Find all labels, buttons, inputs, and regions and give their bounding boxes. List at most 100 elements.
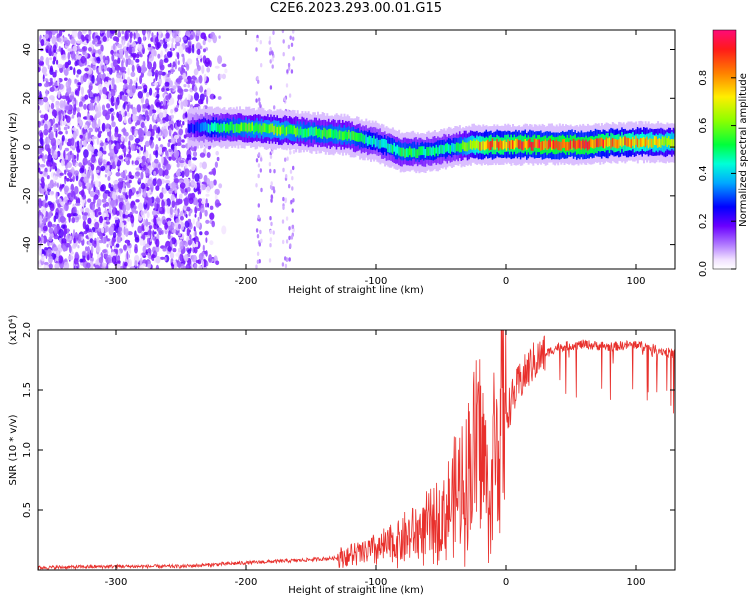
noise-speck [135,58,140,63]
noise-speck [140,171,144,180]
ridge-cell [304,128,307,138]
noise-speck [198,252,204,261]
noise-speck [99,60,103,67]
noise-speck [87,232,94,238]
ridge-cell [293,125,296,135]
noise-speck [99,233,104,240]
ridge-cell [530,141,533,151]
noise-speck [47,214,50,220]
noise-speck [84,52,88,59]
noise-speck [181,144,186,149]
noise-speck [157,126,161,134]
noise-speck [158,112,164,119]
noise-speck [169,80,173,88]
ridge-cell [501,141,504,150]
ridge-cell [223,122,226,131]
noise-speck [192,151,198,158]
noise-speck [109,107,115,112]
ridge-cell [504,139,507,149]
noise-speck [143,231,149,236]
ridge-cell [343,131,346,140]
noise-speck [93,218,97,223]
noise-speck [72,158,76,166]
noise-speck [38,99,44,106]
noise-speck [103,221,107,229]
ridge-cell [463,142,466,151]
noise-speck [58,228,64,238]
noise-speck [134,260,138,267]
noise-speck [212,34,217,44]
ridge-cell [619,136,622,146]
noise-speck [190,179,195,186]
ridge-cell [246,124,249,133]
noise-speck [188,197,194,205]
noise-speck [214,65,220,69]
noise-speck [154,50,157,57]
ridge-cell [234,124,237,133]
noise-speck [48,255,53,264]
noise-speck [108,92,111,102]
noise-speck [181,139,185,143]
noise-speck [146,93,150,98]
noise-speck [281,262,285,267]
noise-speck [67,138,73,142]
noise-speck [201,161,207,170]
noise-speck [141,263,146,267]
ridge-cell [602,139,605,149]
noise-speck [63,150,66,159]
noise-speck [106,165,110,171]
spectrogram-y-axis-label: Frequency (Hz) [8,112,19,188]
noise-speck [205,198,208,205]
ridge-cell [554,140,557,150]
noise-speck [39,174,42,180]
noise-speck [112,115,115,121]
spectrogram-y-ticks: -40 -20 0 20 40 [22,43,675,253]
noise-speck [113,180,119,185]
noise-speck [140,64,146,74]
ridge-cell [373,135,376,145]
noise-speck [144,168,150,176]
noise-speck [156,227,162,232]
ridge-cell [295,128,298,137]
noise-speck [192,157,197,161]
noise-speck [188,265,192,269]
noise-speck [118,72,124,76]
noise-speck [158,34,161,41]
noise-speck [118,48,124,55]
ridge-cell [487,139,489,149]
noise-speck [42,225,48,232]
noise-speck [38,82,42,87]
noise-speck [47,201,52,206]
ridge-cell [627,137,630,147]
noise-speck [177,88,183,94]
noise-speck [288,257,291,262]
noise-speck [100,165,106,172]
noise-speck [186,154,192,162]
noise-speck [145,218,149,227]
ridge-cell [655,136,658,146]
noise-speck [77,233,83,237]
noise-speck [215,260,220,266]
ridge-cell [518,140,521,149]
noise-speck [43,261,49,265]
noise-speck [110,95,115,103]
noise-speck [75,54,79,60]
noise-speck [108,226,114,236]
noise-speck [131,64,135,73]
noise-speck [71,114,75,119]
ridge-cell [209,124,212,134]
noise-speck [288,93,292,98]
noise-speck [46,175,50,180]
colorbar-tick-label: 0.6 [698,118,709,134]
noise-speck [99,30,106,34]
noise-speck [120,181,123,190]
noise-speck [101,122,106,132]
noise-speck [175,218,180,223]
noise-speck [217,96,222,100]
noise-speck [255,158,259,163]
y-tick-label: -20 [22,188,33,204]
noise-speck [109,148,115,157]
noise-speck [138,158,143,163]
ridge-cell [632,137,635,146]
